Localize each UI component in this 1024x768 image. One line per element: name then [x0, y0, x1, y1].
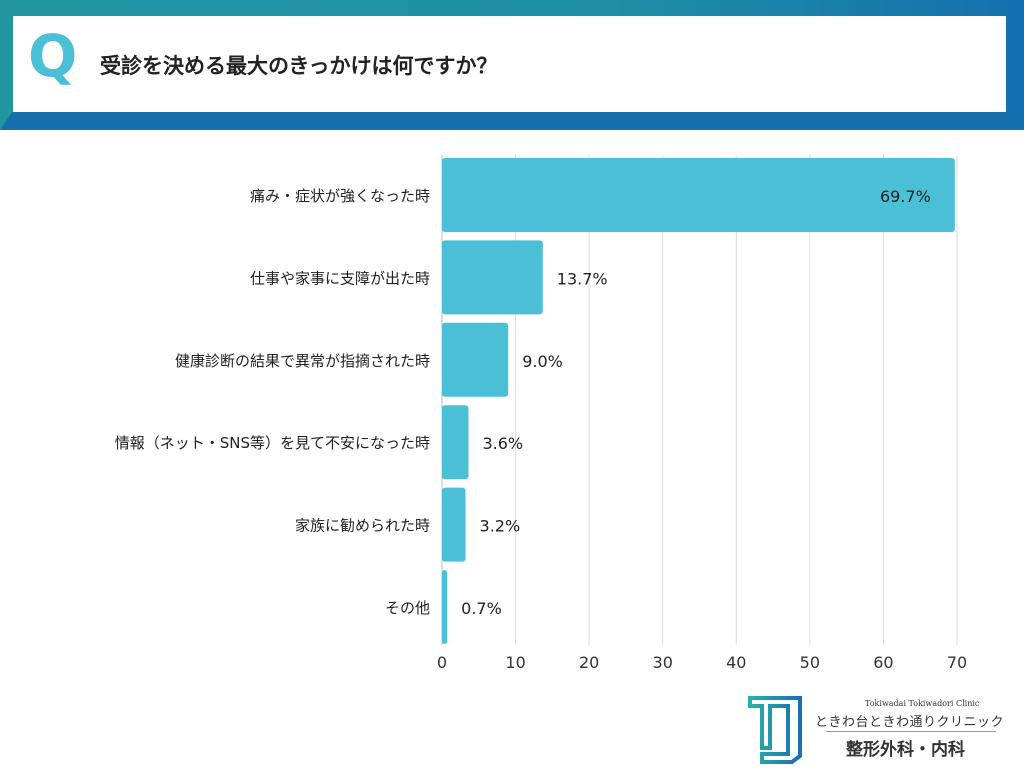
- clinic-logo-icon: [748, 696, 802, 764]
- data-label: 3.6%: [482, 434, 523, 453]
- x-tick-label: 20: [579, 653, 599, 672]
- logo-name-jp: ときわ台ときわ通りクリニック: [815, 715, 1005, 730]
- category-label: 情報（ネット・SNS等）を見て不安になった時: [115, 434, 430, 452]
- logo-name-en: Tokiwadai Tokiwadori Clinic: [865, 699, 980, 708]
- category-label: 仕事や家事に支障が出た時: [250, 269, 430, 287]
- bar: [442, 570, 448, 644]
- logo-divider: [826, 731, 996, 732]
- bar: [442, 158, 955, 232]
- category-label: 家族に勧められた時: [295, 517, 430, 535]
- bar: [442, 240, 543, 315]
- x-tick-label: 30: [653, 653, 673, 672]
- header-bottom-band: [0, 112, 1024, 130]
- data-label: 0.7%: [461, 599, 502, 618]
- x-tick-label: 40: [726, 653, 746, 672]
- category-label: 痛み・症状が強くなった時: [250, 187, 430, 205]
- x-tick-label: 50: [800, 653, 820, 672]
- question-box: [13, 16, 1006, 112]
- data-label: 9.0%: [522, 352, 563, 371]
- x-tick-label: 70: [947, 653, 967, 672]
- logo-departments: 整形外科・内科: [846, 740, 965, 760]
- x-tick-label: 10: [505, 653, 525, 672]
- q-mark: Q: [28, 22, 78, 90]
- data-label: 13.7%: [557, 269, 608, 288]
- question-title: 受診を決める最大のきっかけは何ですか？: [100, 54, 498, 78]
- data-label: 69.7%: [880, 187, 931, 206]
- bar: [442, 405, 469, 480]
- category-label: その他: [385, 599, 430, 617]
- category-label: 健康診断の結果で異常が指摘された時: [175, 352, 430, 370]
- data-label: 3.2%: [480, 517, 521, 536]
- bar: [442, 322, 509, 397]
- bar: [442, 487, 466, 562]
- x-tick-label: 0: [437, 653, 447, 672]
- x-tick-label: 60: [873, 653, 893, 672]
